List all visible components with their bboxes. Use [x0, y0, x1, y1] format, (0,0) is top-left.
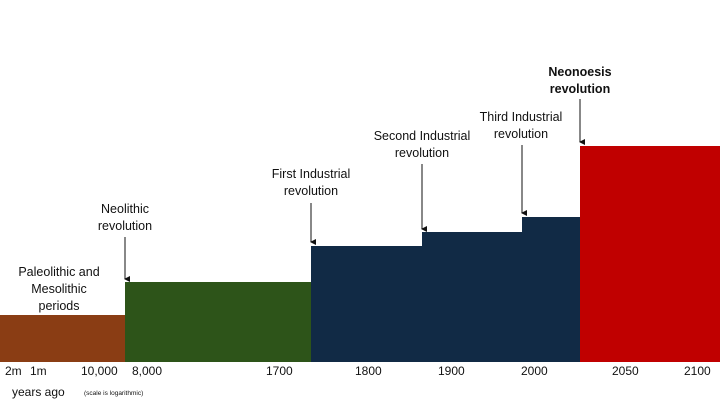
second-industrial-block	[422, 232, 522, 362]
first-industrial-label: First Industrial revolution	[271, 167, 351, 198]
tick-2050: 2050	[612, 364, 639, 378]
tick-2100: 2100	[684, 364, 711, 378]
axis-title: years ago	[12, 385, 65, 399]
paleolithic-block	[0, 315, 125, 362]
neonoesis-label: Neonoesis revolution	[548, 65, 612, 96]
tick-1700: 1700	[266, 364, 293, 378]
neolithic-label: Neolithic revolution	[97, 202, 153, 233]
neonoesis-block	[580, 146, 720, 362]
tick-10000: 10,000	[81, 364, 118, 378]
neolithic-block	[125, 282, 311, 362]
third-industrial-block	[522, 217, 580, 362]
tick-2m: 2m	[5, 364, 22, 378]
second-industrial-label: Second Industrial revolution	[373, 129, 471, 160]
first-industrial-block	[311, 246, 422, 362]
paleolithic-label: Paleolithic and Mesolithic periods	[18, 265, 100, 313]
axis-scale-note: (scale is logarithmic)	[84, 390, 144, 397]
tick-1800: 1800	[355, 364, 382, 378]
tick-1m: 1m	[30, 364, 47, 378]
third-industrial-label: Third Industrial revolution	[479, 110, 563, 141]
tick-2000: 2000	[521, 364, 548, 378]
tick-1900: 1900	[438, 364, 465, 378]
tick-8000: 8,000	[132, 364, 163, 378]
